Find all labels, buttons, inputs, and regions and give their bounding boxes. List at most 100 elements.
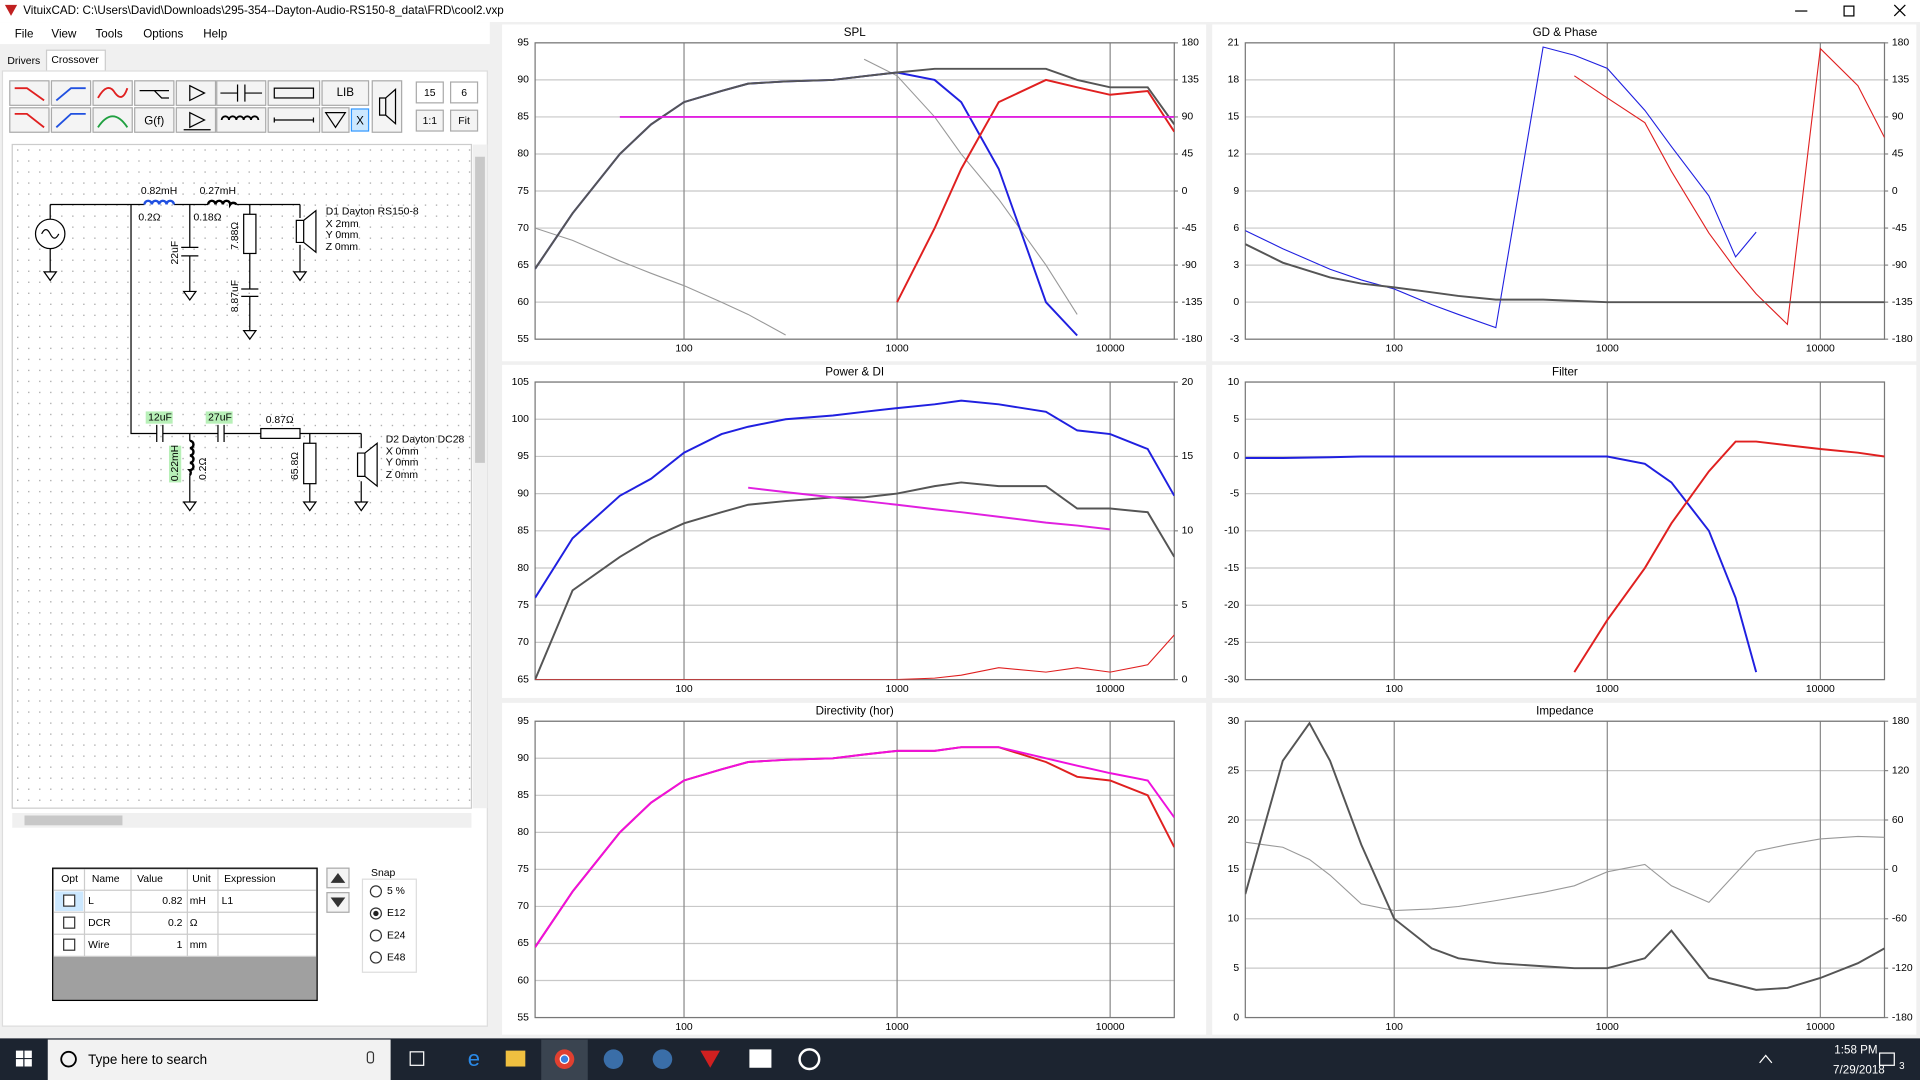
menu-bar — [0, 22, 490, 45]
x-tick-label: 10000 — [1806, 344, 1835, 355]
x-tick-label: 100 — [675, 1022, 693, 1033]
label-highlight — [145, 411, 173, 424]
x-tick-label: 10000 — [1806, 1022, 1835, 1033]
inductor — [143, 199, 176, 205]
scroll-thumb[interactable] — [24, 815, 123, 826]
charts: SPL556065707580859095-180-135-90-4504590… — [492, 22, 1920, 1039]
clock-date[interactable]: 7/29/2018 — [1833, 1063, 1885, 1076]
mic-icon[interactable] — [366, 1051, 375, 1064]
scrollbar-horizontal[interactable] — [12, 813, 472, 828]
menu-item[interactable]: Options — [143, 27, 183, 40]
field-value: 15 — [424, 88, 436, 99]
cell-name: L — [88, 896, 94, 907]
y-tick-label: 85 — [517, 526, 529, 537]
tool-button[interactable] — [350, 108, 370, 132]
tool-button[interactable] — [321, 80, 370, 106]
chart-title: Impedance — [1536, 705, 1594, 718]
tab[interactable]: Crossover — [51, 55, 99, 66]
checkbox[interactable] — [63, 894, 76, 907]
radio-button[interactable] — [369, 885, 383, 898]
tool-button[interactable] — [9, 107, 50, 133]
y-tick-label: 105 — [512, 377, 530, 388]
cell-value[interactable]: 1 — [177, 940, 183, 951]
y-tick-label: 55 — [517, 1012, 529, 1023]
explorer-icon[interactable] — [505, 1050, 526, 1067]
component-label: 0.87Ω — [266, 415, 294, 426]
y-tick-label: 75 — [517, 186, 529, 197]
cell-value[interactable]: 0.2 — [168, 918, 183, 929]
driver-button[interactable] — [371, 80, 403, 133]
y-tick-label: 60 — [517, 297, 529, 308]
edge-icon[interactable]: e — [468, 1046, 480, 1071]
radio-button[interactable] — [369, 929, 383, 942]
task-view[interactable] — [409, 1051, 425, 1066]
y-tick-label: 65 — [517, 674, 529, 685]
series-line — [535, 399, 1175, 599]
schematic-canvas[interactable] — [11, 143, 473, 809]
tool-button[interactable] — [92, 80, 133, 106]
ground-icon — [324, 112, 347, 129]
chart-title: GD & Phase — [1533, 26, 1598, 39]
y-tick-label: 0 — [1233, 297, 1239, 308]
checkbox[interactable] — [63, 916, 76, 929]
vituixcad-icon[interactable] — [700, 1050, 720, 1068]
zoom-button[interactable] — [415, 109, 444, 132]
chart: Power & DI 65 70 75 80 85 90 95 100 105 0 5 10 15 20 10… — [502, 364, 1207, 698]
cell-expression[interactable]: L1 — [222, 896, 234, 907]
series-line — [1574, 47, 1885, 326]
y2-tick-label: 60 — [1892, 815, 1904, 826]
y-tick-label: 20 — [1228, 815, 1240, 826]
tool-button[interactable] — [50, 80, 92, 106]
component-label: 65.8Ω — [290, 452, 301, 480]
chart-title: SPL — [844, 26, 867, 39]
x-tick-label: 1000 — [886, 344, 909, 355]
y-tick-label: 6 — [1233, 223, 1239, 234]
tool-button[interactable] — [9, 80, 50, 106]
tool-button[interactable] — [267, 80, 321, 106]
number-field[interactable] — [450, 81, 479, 104]
start-button[interactable] — [15, 1050, 32, 1067]
tool-button[interactable] — [92, 107, 133, 133]
zoom-button[interactable] — [450, 109, 479, 132]
tray-chevron[interactable] — [1759, 1054, 1773, 1064]
series-line — [535, 746, 1175, 948]
menu-item[interactable]: Help — [203, 27, 227, 40]
action-center[interactable] — [1878, 1052, 1895, 1066]
resistor — [303, 442, 317, 485]
restore-button[interactable] — [1843, 5, 1855, 17]
tool-button[interactable] — [216, 107, 267, 133]
scroll-thumb[interactable] — [475, 156, 485, 463]
radio-button[interactable] — [369, 951, 383, 964]
y-tick-label: -10 — [1224, 526, 1239, 537]
checkbox[interactable] — [63, 938, 76, 951]
clock-time[interactable]: 1:58 PM — [1834, 1044, 1877, 1057]
cell-value[interactable]: 0.82 — [162, 896, 182, 907]
y-tick-label: 30 — [1228, 716, 1240, 727]
menu-item[interactable]: View — [51, 27, 77, 40]
tool-button[interactable] — [134, 80, 175, 106]
search-placeholder[interactable]: Type here to search — [88, 1052, 207, 1067]
tool-button[interactable] — [321, 107, 350, 133]
search-box[interactable] — [47, 1039, 391, 1080]
component-label: 7.88Ω — [230, 222, 241, 250]
y2-tick-label: 0 — [1892, 864, 1898, 875]
x-tick-label: 100 — [675, 684, 693, 695]
tab[interactable]: Drivers — [7, 56, 40, 67]
number-field[interactable] — [415, 81, 444, 104]
photos-icon[interactable] — [749, 1049, 772, 1068]
y-tick-label: 95 — [517, 451, 529, 462]
menu-item[interactable]: File — [15, 27, 34, 40]
y-tick-label: 75 — [517, 600, 529, 611]
tool-button[interactable] — [175, 80, 217, 106]
menu-item[interactable]: Tools — [96, 27, 123, 40]
steam-icon[interactable] — [603, 1049, 624, 1069]
app-icon[interactable] — [798, 1048, 821, 1071]
tool-button[interactable] — [134, 107, 175, 133]
close-button[interactable] — [1893, 4, 1906, 17]
tool-button[interactable] — [175, 107, 217, 133]
steam-icon[interactable] — [652, 1049, 673, 1069]
tool-button[interactable] — [50, 107, 92, 133]
y2-tick-label: 135 — [1182, 75, 1200, 86]
y-tick-label: 90 — [517, 488, 529, 499]
